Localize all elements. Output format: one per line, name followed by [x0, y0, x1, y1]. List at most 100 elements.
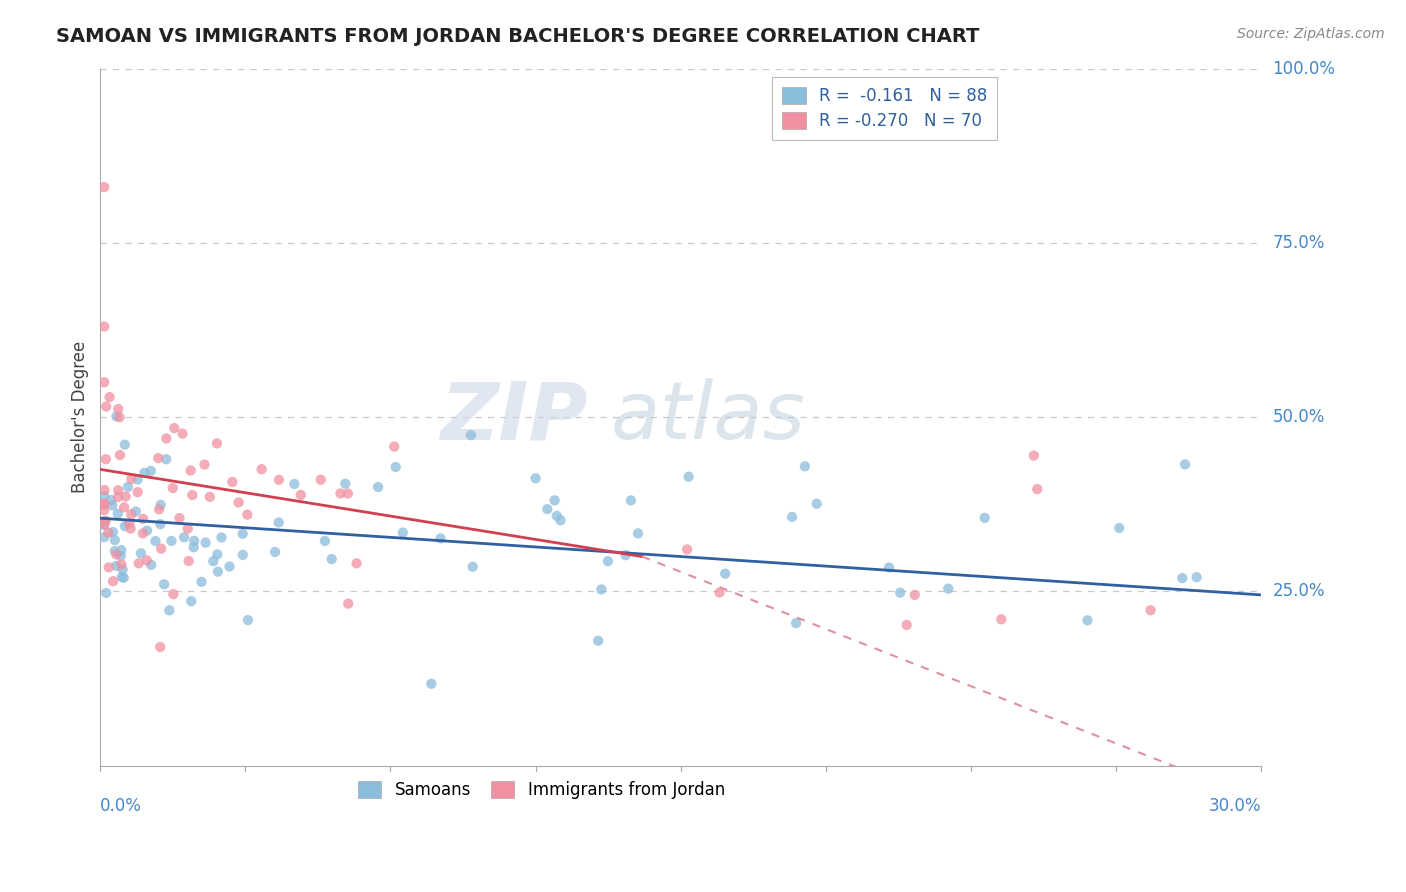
Point	[1139, 603, 1161, 617]
Point	[149, 498, 172, 512]
Point	[136, 524, 159, 538]
Point	[264, 545, 287, 559]
Text: SAMOAN VS IMMIGRANTS FROM JORDAN BACHELOR'S DEGREE CORRELATION CHART: SAMOAN VS IMMIGRANTS FROM JORDAN BACHELO…	[56, 27, 980, 45]
Point	[806, 497, 828, 511]
Point	[1026, 482, 1049, 496]
Point	[93, 517, 115, 532]
Point	[141, 558, 163, 572]
Point	[309, 473, 332, 487]
Point	[135, 553, 157, 567]
Point	[232, 548, 254, 562]
Point	[93, 483, 115, 497]
Point	[93, 319, 115, 334]
Point	[180, 594, 202, 608]
Point	[620, 493, 643, 508]
Point	[155, 432, 177, 446]
Point	[93, 518, 115, 533]
Point	[117, 480, 139, 494]
Point	[267, 516, 290, 530]
Point	[627, 526, 650, 541]
Point	[96, 586, 118, 600]
Point	[183, 533, 205, 548]
Point	[108, 448, 131, 462]
Point	[420, 677, 443, 691]
Point	[596, 554, 619, 568]
Point	[157, 603, 180, 617]
Point	[129, 546, 152, 560]
Point	[335, 476, 357, 491]
Point	[93, 489, 115, 503]
Point	[93, 503, 115, 517]
Point	[127, 473, 149, 487]
Point	[101, 524, 124, 539]
Point	[93, 497, 115, 511]
Point	[329, 486, 352, 500]
Point	[392, 525, 415, 540]
Point	[163, 421, 186, 435]
Point	[1108, 521, 1130, 535]
Point	[114, 519, 136, 533]
Point	[228, 495, 250, 509]
Point	[153, 577, 176, 591]
Point	[93, 180, 115, 194]
Point	[889, 585, 911, 599]
Point	[169, 511, 191, 525]
Point	[190, 574, 212, 589]
Point	[120, 508, 142, 522]
Point	[896, 618, 918, 632]
Point	[591, 582, 613, 597]
Point	[543, 493, 565, 508]
Point	[155, 452, 177, 467]
Point	[586, 633, 609, 648]
Point	[149, 640, 172, 654]
Point	[94, 400, 117, 414]
Point	[111, 570, 134, 584]
Text: 75.0%: 75.0%	[1272, 234, 1324, 252]
Point	[346, 557, 368, 571]
Point	[205, 436, 228, 450]
Point	[105, 409, 128, 424]
Point	[94, 514, 117, 528]
Point	[97, 525, 120, 540]
Point	[118, 516, 141, 531]
Point	[461, 559, 484, 574]
Point	[105, 558, 128, 573]
Point	[384, 460, 406, 475]
Point	[148, 451, 170, 466]
Point	[150, 541, 173, 556]
Point	[112, 571, 135, 585]
Point	[181, 488, 204, 502]
Point	[93, 515, 115, 529]
Text: 50.0%: 50.0%	[1272, 409, 1324, 426]
Text: atlas: atlas	[612, 378, 806, 456]
Point	[177, 522, 200, 536]
Point	[177, 554, 200, 568]
Point	[382, 440, 405, 454]
Point	[267, 473, 290, 487]
Point	[785, 616, 807, 631]
Point	[104, 544, 127, 558]
Point	[114, 437, 136, 451]
Point	[460, 428, 482, 442]
Legend: Samoans, Immigrants from Jordan: Samoans, Immigrants from Jordan	[352, 774, 731, 806]
Point	[218, 559, 240, 574]
Point	[94, 452, 117, 467]
Point	[321, 552, 343, 566]
Point	[250, 462, 273, 476]
Point	[149, 517, 172, 532]
Point	[207, 565, 229, 579]
Point	[104, 533, 127, 548]
Point	[110, 558, 132, 572]
Point	[793, 459, 815, 474]
Point	[172, 426, 194, 441]
Point	[127, 485, 149, 500]
Point	[936, 582, 959, 596]
Point	[198, 490, 221, 504]
Point	[676, 542, 699, 557]
Point	[550, 513, 572, 527]
Point	[105, 548, 128, 562]
Point	[114, 490, 136, 504]
Point	[194, 535, 217, 549]
Point	[990, 612, 1012, 626]
Point	[314, 533, 336, 548]
